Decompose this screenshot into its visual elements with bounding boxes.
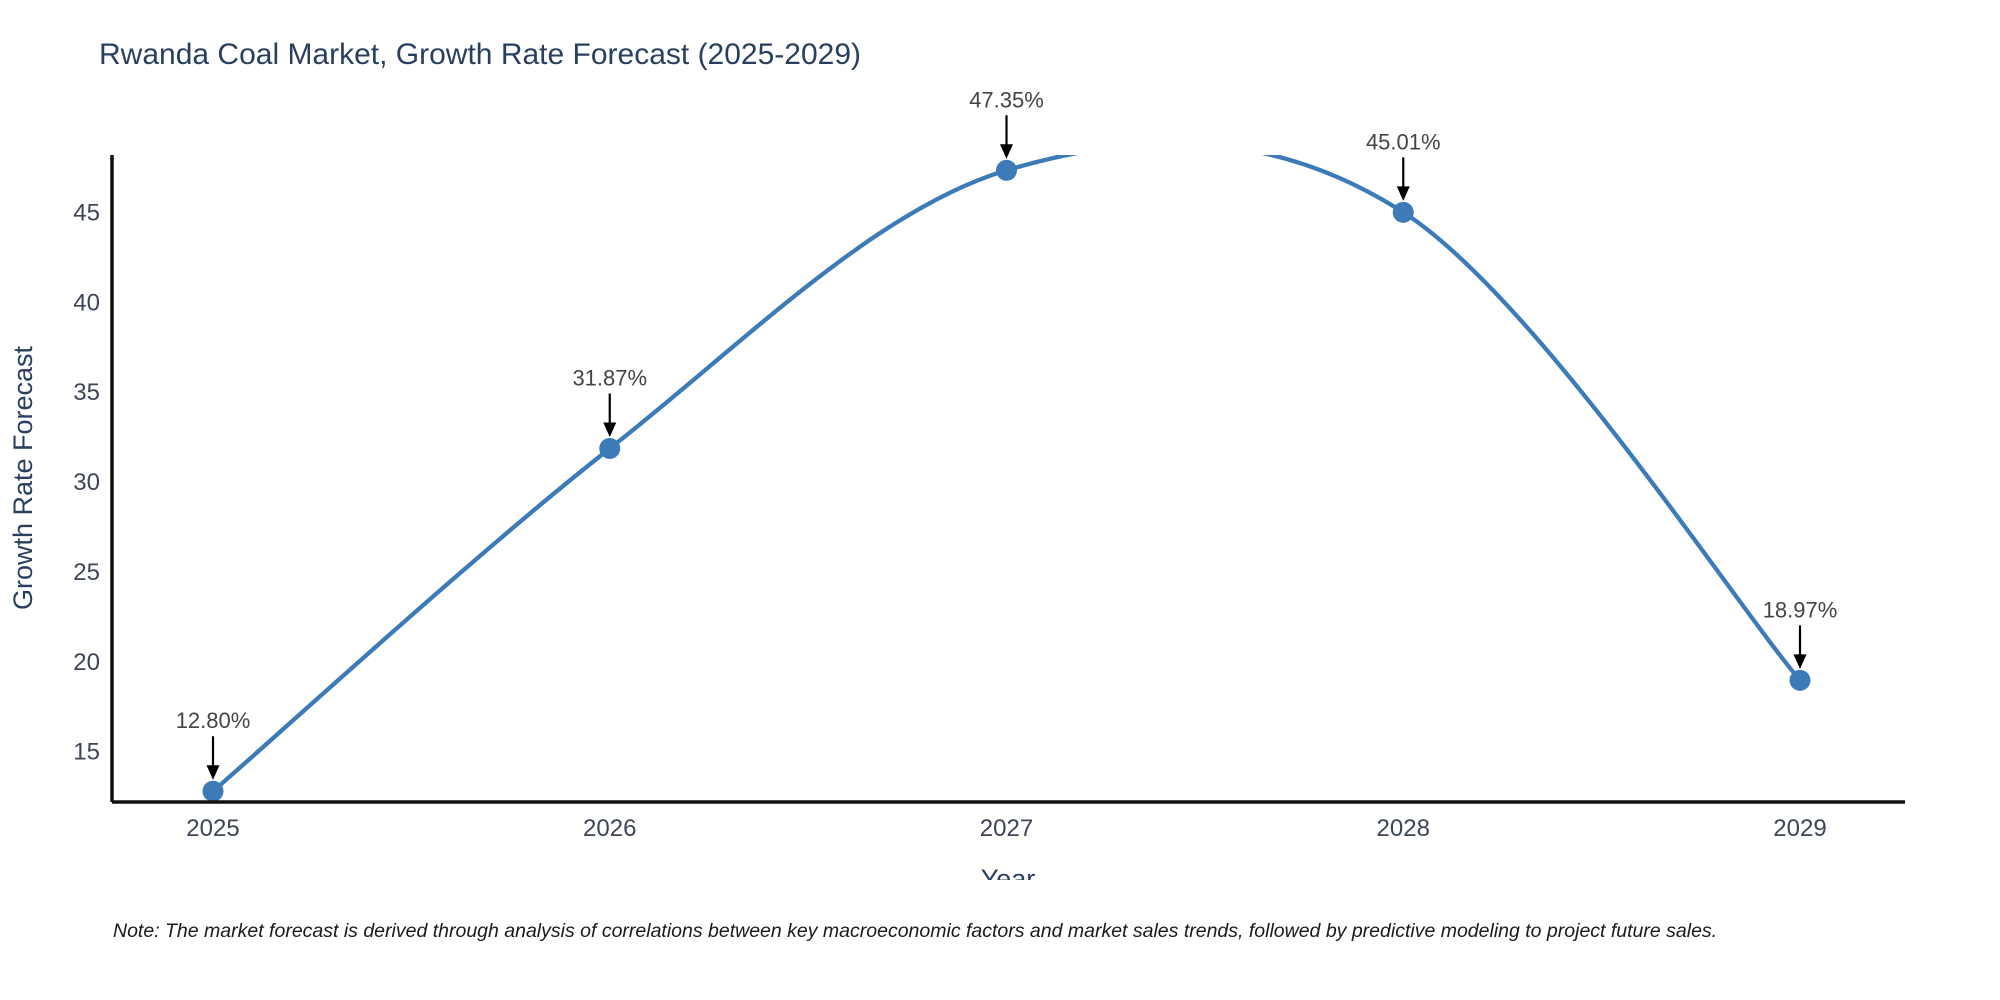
annotation-label-2025: 12.80% [176, 708, 251, 733]
footnote: Note: The market forecast is derived thr… [113, 920, 1718, 942]
y-tick-label-15: 15 [73, 739, 100, 766]
x-tick-label-2026: 2026 [583, 815, 636, 842]
y-tick-label-40: 40 [73, 289, 100, 316]
y-tick-label-35: 35 [73, 379, 100, 406]
x-axis-title: Year [981, 864, 1036, 880]
annotation-label-2029: 18.97% [1763, 597, 1838, 622]
annotation-arrowhead [1000, 144, 1013, 159]
data-point-2028[interactable] [1392, 201, 1414, 223]
forecast-line [211, 155, 1802, 793]
annotation-arrowhead [603, 422, 617, 437]
series-clip-group [202, 155, 1811, 802]
x-tick-label-2025: 2025 [186, 815, 239, 842]
data-point-2027[interactable] [996, 159, 1017, 181]
data-point-2029[interactable] [1789, 669, 1811, 691]
chart-title: Rwanda Coal Market, Growth Rate Forecast… [99, 38, 862, 71]
data-point-2025[interactable] [202, 780, 224, 802]
y-tick-label-20: 20 [73, 649, 100, 676]
x-tick-label-2029: 2029 [1773, 815, 1826, 842]
annotation-arrowhead [206, 765, 220, 780]
annotation-label-2028: 45.01% [1366, 129, 1441, 154]
y-axis-title: Growth Rate Forecast [8, 345, 38, 610]
annotation-label-2026: 31.87% [572, 365, 647, 390]
y-tick-label-30: 30 [73, 469, 100, 496]
annotation-arrowhead [1793, 654, 1807, 669]
annotation-arrowhead [1396, 186, 1410, 201]
x-tick-label-2028: 2028 [1377, 815, 1430, 842]
data-point-2026[interactable] [599, 437, 621, 459]
x-tick-label-2027: 2027 [980, 815, 1033, 842]
annotation-label-2027: 47.35% [969, 87, 1044, 112]
y-tick-label-25: 25 [73, 559, 100, 586]
y-tick-label-45: 45 [73, 200, 100, 227]
